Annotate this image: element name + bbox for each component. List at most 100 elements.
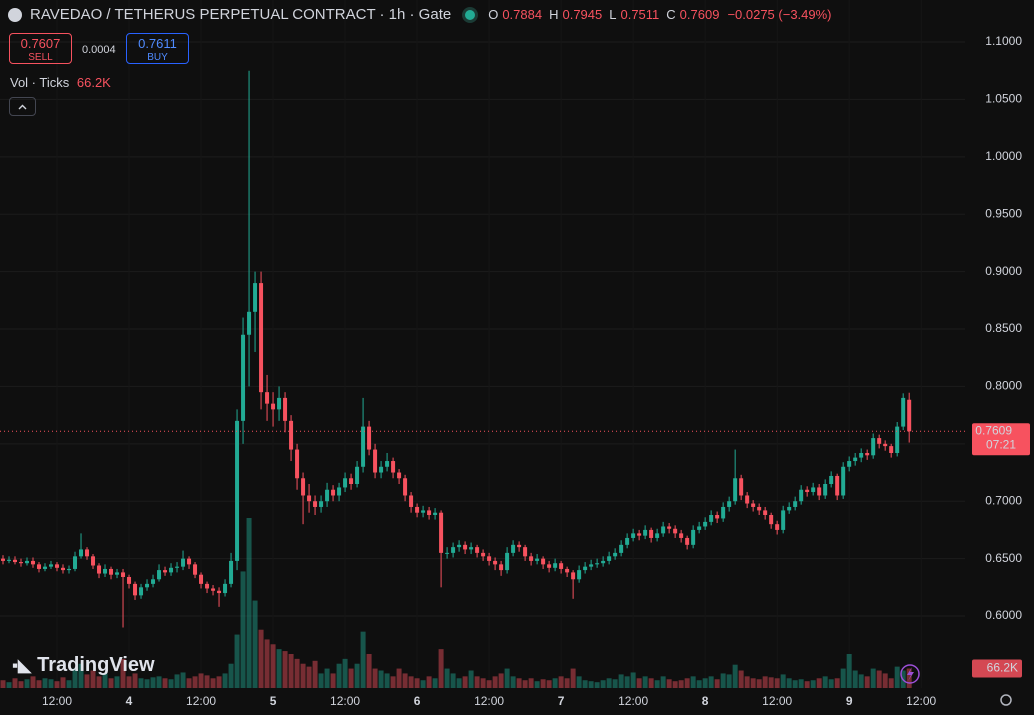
volume-bar [888,678,894,688]
candle-body [907,399,912,432]
candle-body [145,583,150,588]
volume-bar [318,673,324,688]
candle-body [679,533,684,538]
candle-body [889,446,894,454]
last-price-badge [972,423,1030,456]
candle-body [871,438,876,456]
candle-body [721,506,726,519]
candle-body [835,475,840,496]
collapse-icon [18,104,27,110]
volume-bar [462,676,468,688]
volume-bar [858,674,864,688]
volume-bar [816,678,822,688]
volume-bar [810,680,816,688]
candle-body [385,461,390,467]
spread: 0.0004 [82,44,116,56]
ohlc-key: O [488,7,499,22]
candle-body [781,510,786,530]
sell-button[interactable]: 0.7607 SELL [9,33,72,64]
volume-bar [186,678,192,688]
collapse-button[interactable] [9,97,36,116]
candle-body [79,549,84,557]
candle-body [451,547,456,553]
logo: ▪◣ TradingView [12,654,155,676]
volume-legend: Vol · Ticks 66.2K [10,75,111,90]
sell-label: SELL [28,52,53,63]
candle-body [181,558,186,567]
volume-legend-value: 66.2K [76,75,111,90]
candle-body [643,529,648,536]
candle-body [649,529,654,538]
volume-bar [114,676,120,688]
candle-body [517,544,522,548]
volume-bar [150,677,156,688]
volume-bar [192,676,198,688]
volume-bar [366,654,372,688]
volume-bar [270,644,276,688]
y-tick-label: 0.7000 [985,493,1022,507]
candle-body [133,583,138,596]
ohlc-value: 0.7945 [562,7,603,22]
candle-body [421,510,426,513]
candle-body [199,574,204,584]
y-tick-label: 0.9000 [985,264,1022,278]
symbol-title[interactable]: RAVEDAO / TETHERUS PERPETUAL CONTRACT · … [30,6,452,23]
volume-bar [234,634,240,688]
candle-body [205,583,210,589]
candle-body [289,420,294,450]
candle-body [475,547,480,553]
volume-bar [84,674,90,688]
x-tick-label: 12:00 [330,694,360,708]
candle-body [319,501,324,507]
candle-body [841,466,846,496]
candle-body [697,526,702,530]
candle-body [601,560,606,564]
volume-bar [438,649,444,688]
volume-bar [444,668,450,688]
candle-body [823,483,828,496]
candle-body [169,567,174,573]
candle-body [559,563,564,569]
candle-body [763,510,768,515]
volume-bar [126,676,132,688]
candle-body [259,283,264,393]
candle-body [229,560,234,584]
volume-bar [738,670,744,688]
candle-body [301,478,306,496]
volume-bar [780,674,786,688]
candle-body [235,420,240,561]
volume-bar [276,649,282,688]
candle-body [115,572,120,575]
volume-bar [708,676,714,688]
candle-body [67,568,72,571]
candle-body [799,489,804,502]
candle-body [445,552,450,554]
market-status [465,9,476,20]
candle-body [805,489,810,493]
candle-body [685,537,690,545]
volume-bar [408,676,414,688]
volume-bar [216,676,222,688]
x-tick-label: 12:00 [618,694,648,708]
candle-body [175,566,180,568]
volume-bar [516,678,522,688]
buy-button[interactable]: 0.7611 BUY [126,33,189,64]
candle-body [487,556,492,561]
volume-bar [252,600,258,688]
volume-bar [168,679,174,688]
candle-body [757,506,762,511]
candle-body [103,568,108,574]
candle-body [505,552,510,571]
last-price-label: 0.7609 [975,423,1012,437]
candle-body [865,453,870,456]
volume-bar [468,670,474,688]
volume-bar [834,678,840,688]
volume-bar [432,678,438,688]
volume-bar [828,679,834,688]
candle-body [43,566,48,569]
sell-price: 0.7607 [20,36,61,51]
candle-body [295,449,300,479]
candle-body [691,529,696,545]
candle-body [349,478,354,484]
